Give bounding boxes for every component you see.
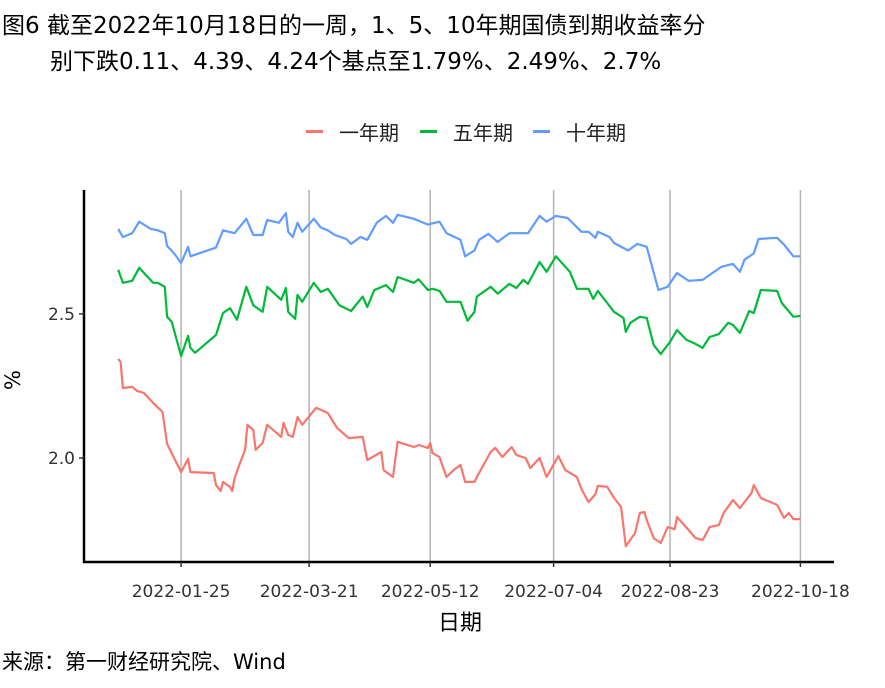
x-tick-label: 2022-05-12 bbox=[381, 582, 480, 602]
source-note: 来源：第一财经研究院、Wind bbox=[2, 650, 286, 674]
legend-label-10y: 十年期 bbox=[566, 120, 626, 145]
y-tick-label: 2.0 bbox=[48, 449, 75, 469]
legend: 一年期 五年期 十年期 bbox=[0, 116, 885, 146]
y-axis-title: % bbox=[1, 370, 25, 390]
title-line-1: 图6 截至2022年10月18日的一周，1、5、10年期国债到期收益率分 bbox=[2, 13, 706, 39]
y-ticks: 2.0 2.5 bbox=[48, 305, 84, 469]
y-tick-label: 2.5 bbox=[48, 305, 75, 325]
series-lines bbox=[117, 212, 801, 548]
x-tick-label: 2022-03-21 bbox=[260, 582, 359, 602]
x-tick-label: 2022-01-25 bbox=[132, 582, 231, 602]
series-line-1y bbox=[117, 358, 801, 548]
x-axis-title: 日期 bbox=[438, 611, 482, 636]
series-line-5y bbox=[117, 255, 801, 358]
grid-lines bbox=[180, 190, 802, 562]
legend-item-1y: 一年期 bbox=[306, 116, 399, 146]
legend-label-1y: 一年期 bbox=[339, 120, 399, 145]
legend-item-10y: 十年期 bbox=[533, 116, 626, 146]
legend-label-5y: 五年期 bbox=[453, 120, 513, 145]
chart-title: 图6 截至2022年10月18日的一周，1、5、10年期国债到期收益率分 别下跌… bbox=[2, 8, 706, 80]
x-tick-label: 2022-07-04 bbox=[504, 582, 603, 602]
title-line-2: 别下跌0.11、4.39、4.24个基点至1.79%、2.49%、2.7% bbox=[50, 49, 662, 75]
legend-item-5y: 五年期 bbox=[420, 116, 513, 146]
x-tick-label: 2022-10-18 bbox=[751, 582, 850, 602]
x-tick-label: 2022-08-23 bbox=[621, 582, 720, 602]
legend-swatch-1y bbox=[306, 129, 323, 133]
legend-swatch-10y bbox=[533, 129, 550, 133]
x-ticks: 2022-01-25 2022-03-21 2022-05-12 2022-07-04… bbox=[132, 562, 850, 602]
series-line-10y bbox=[117, 212, 801, 292]
legend-swatch-5y bbox=[420, 129, 437, 133]
